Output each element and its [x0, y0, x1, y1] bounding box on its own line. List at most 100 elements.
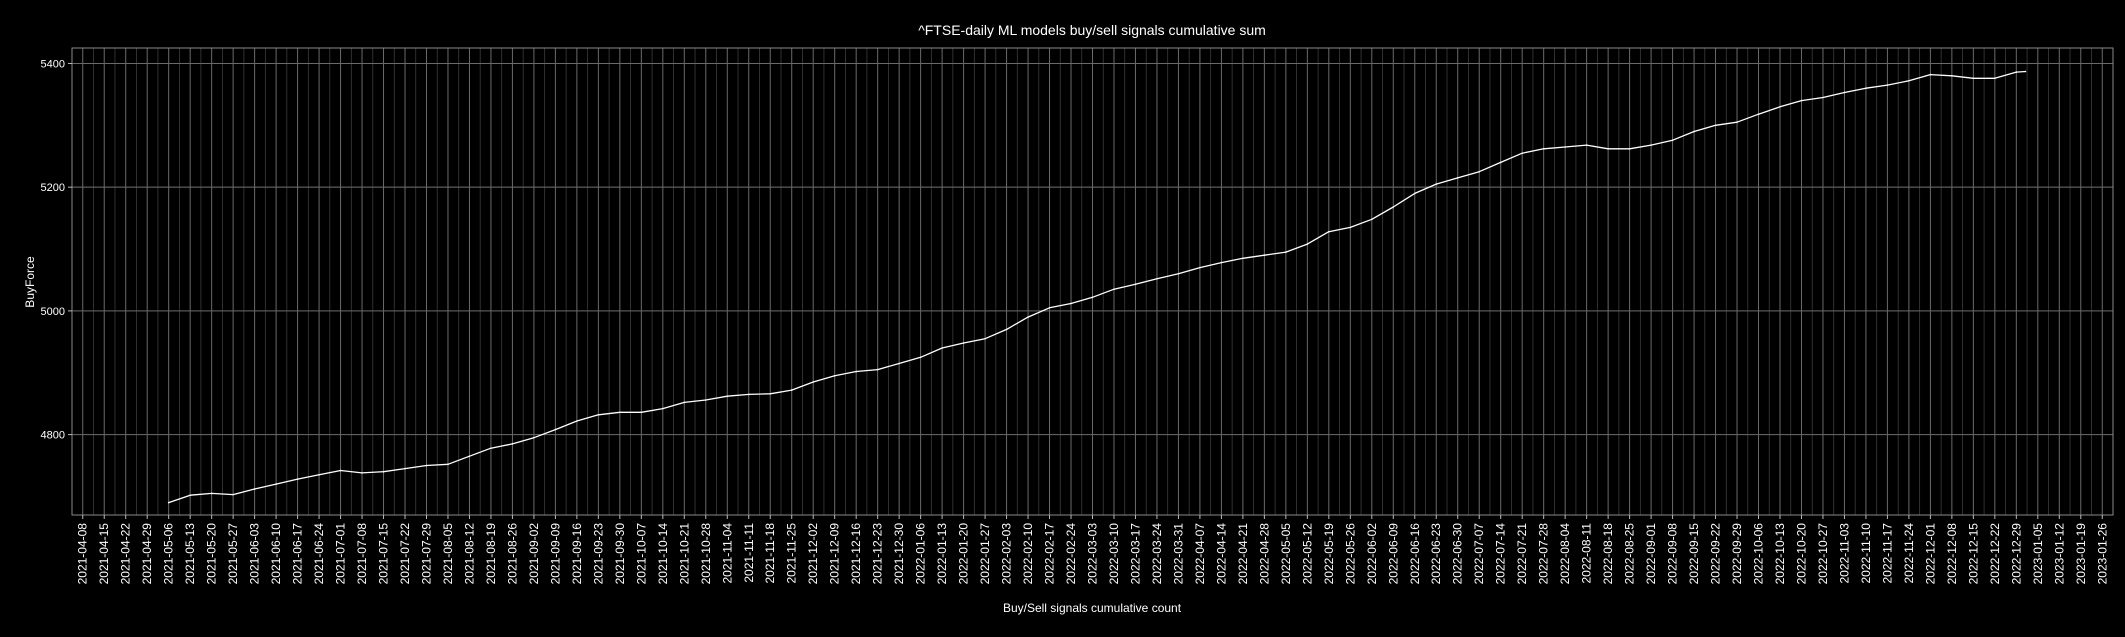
- data-point: [1027, 316, 1029, 318]
- data-point: [1994, 77, 1996, 80]
- x-tick-label: 2021-07-22: [398, 523, 412, 585]
- data-point: [1822, 96, 1824, 99]
- x-tick-label: 2021-06-17: [291, 523, 305, 585]
- x-tick-label: 2022-11-03: [1837, 523, 1851, 584]
- data-point: [1435, 183, 1437, 185]
- data-point: [1048, 307, 1051, 309]
- x-tick-label: 2022-10-06: [1752, 523, 1766, 585]
- data-point: [619, 411, 621, 414]
- data-point: [253, 488, 256, 490]
- data-point: [1005, 328, 1008, 331]
- x-tick-label: 2022-06-30: [1451, 523, 1465, 585]
- data-point: [189, 494, 191, 497]
- data-point: [1456, 177, 1459, 179]
- x-tick-label: 2021-12-09: [828, 523, 842, 585]
- x-tick-label: 2021-08-12: [462, 523, 476, 585]
- data-point: [404, 467, 406, 470]
- x-tick-label: 2021-04-15: [97, 523, 111, 585]
- x-tick-label: 2022-05-19: [1322, 523, 1336, 585]
- data-point: [941, 347, 943, 349]
- data-point: [1757, 113, 1760, 115]
- data-point: [640, 411, 643, 414]
- data-point: [232, 493, 234, 496]
- data-point: [1414, 192, 1416, 195]
- x-tick-label: 2022-01-27: [978, 523, 992, 585]
- data-point: [1199, 266, 1201, 269]
- data-point: [210, 492, 213, 495]
- x-tick-label: 2022-09-08: [1666, 523, 1680, 585]
- x-tick-label: 2021-09-16: [570, 523, 584, 585]
- x-tick-label: 2022-03-31: [1171, 523, 1185, 585]
- data-point: [1972, 77, 1975, 80]
- x-tick-label: 2022-11-17: [1880, 523, 1894, 584]
- x-tick-label: 2022-12-15: [1966, 523, 1980, 585]
- x-tick-label: 2022-07-07: [1472, 523, 1486, 585]
- x-tick-label: 2022-10-13: [1773, 523, 1787, 585]
- x-tick-label: 2022-10-27: [1816, 523, 1830, 585]
- x-tick-label: 2021-07-29: [419, 523, 433, 585]
- data-point: [1113, 288, 1115, 291]
- data-point: [833, 375, 836, 377]
- series-layer: [167, 70, 2027, 504]
- data-point: [662, 407, 664, 410]
- data-point: [554, 428, 557, 431]
- x-tick-label: 2022-01-20: [957, 523, 971, 585]
- x-tick-label: 2022-09-01: [1644, 523, 1658, 585]
- data-point: [1091, 296, 1094, 299]
- x-tick-label: 2021-07-08: [355, 523, 369, 585]
- grid-lines: [72, 48, 2113, 515]
- data-point: [876, 368, 879, 371]
- x-tick-label: 2022-03-17: [1128, 523, 1142, 585]
- y-axis-title: BuyForce: [23, 256, 37, 308]
- x-tick-label: 2022-12-22: [1988, 523, 2002, 585]
- x-tick-label: 2021-08-26: [505, 523, 519, 585]
- data-point: [597, 414, 600, 416]
- y-tick-label: 4800: [41, 430, 65, 442]
- x-tick-label: 2022-02-17: [1043, 523, 1057, 585]
- x-tick-label: 2021-06-03: [248, 523, 262, 585]
- x-tick-label: 2021-11-11: [742, 523, 756, 583]
- x-tick-label: 2021-09-09: [548, 523, 562, 585]
- x-tick-label: 2021-04-29: [140, 523, 154, 585]
- data-point: [1263, 254, 1266, 256]
- x-tick-label: 2022-11-24: [1902, 523, 1916, 584]
- data-point: [1714, 124, 1717, 127]
- x-tick-label: 2021-08-05: [441, 523, 455, 585]
- x-tick-label: 2022-06-23: [1429, 523, 1443, 585]
- x-tick-label: 2022-06-09: [1386, 523, 1400, 585]
- x-tick-label: 2022-07-14: [1494, 523, 1508, 585]
- data-point: [1177, 273, 1180, 275]
- y-tick-label: 5000: [41, 306, 65, 318]
- x-tick-label: 2022-07-28: [1537, 523, 1551, 585]
- data-point: [1392, 206, 1395, 208]
- x-tick-label: 2022-04-21: [1236, 523, 1250, 585]
- x-tick-label: 2021-09-02: [527, 523, 541, 585]
- data-point: [576, 420, 578, 422]
- data-point: [726, 395, 729, 398]
- x-tick-label: 2022-08-25: [1623, 523, 1637, 585]
- x-axis-title: Buy/Sell signals cumulative count: [1003, 601, 1182, 615]
- data-point: [683, 401, 686, 404]
- data-point: [1843, 91, 1846, 94]
- y-axis-ticks: 4800 5000 5200 5400: [41, 58, 72, 442]
- x-tick-label: 2022-12-29: [2009, 523, 2023, 585]
- data-point: [1800, 99, 1803, 102]
- data-point: [1134, 283, 1137, 286]
- data-point: [361, 472, 363, 474]
- data-point: [1585, 144, 1588, 146]
- x-tick-label: 2021-11-18: [763, 523, 777, 584]
- x-axis-ticks: 2021-04-08 2021-04-15 2021-04-22 2021-04-29…: [76, 515, 2109, 585]
- data-point: [1242, 257, 1244, 260]
- x-tick-label: 2021-07-15: [377, 523, 391, 585]
- data-point: [855, 370, 857, 373]
- data-point: [1220, 261, 1223, 264]
- data-point: [1886, 84, 1889, 86]
- data-point: [1542, 148, 1545, 150]
- x-tick-label: 2022-01-13: [935, 523, 949, 585]
- x-tick-label: 2022-06-16: [1408, 523, 1422, 585]
- data-point: [275, 483, 277, 485]
- data-point: [1478, 170, 1480, 173]
- data-point: [1306, 243, 1309, 245]
- data-point: [490, 447, 492, 450]
- x-tick-label: 2021-10-07: [634, 523, 648, 585]
